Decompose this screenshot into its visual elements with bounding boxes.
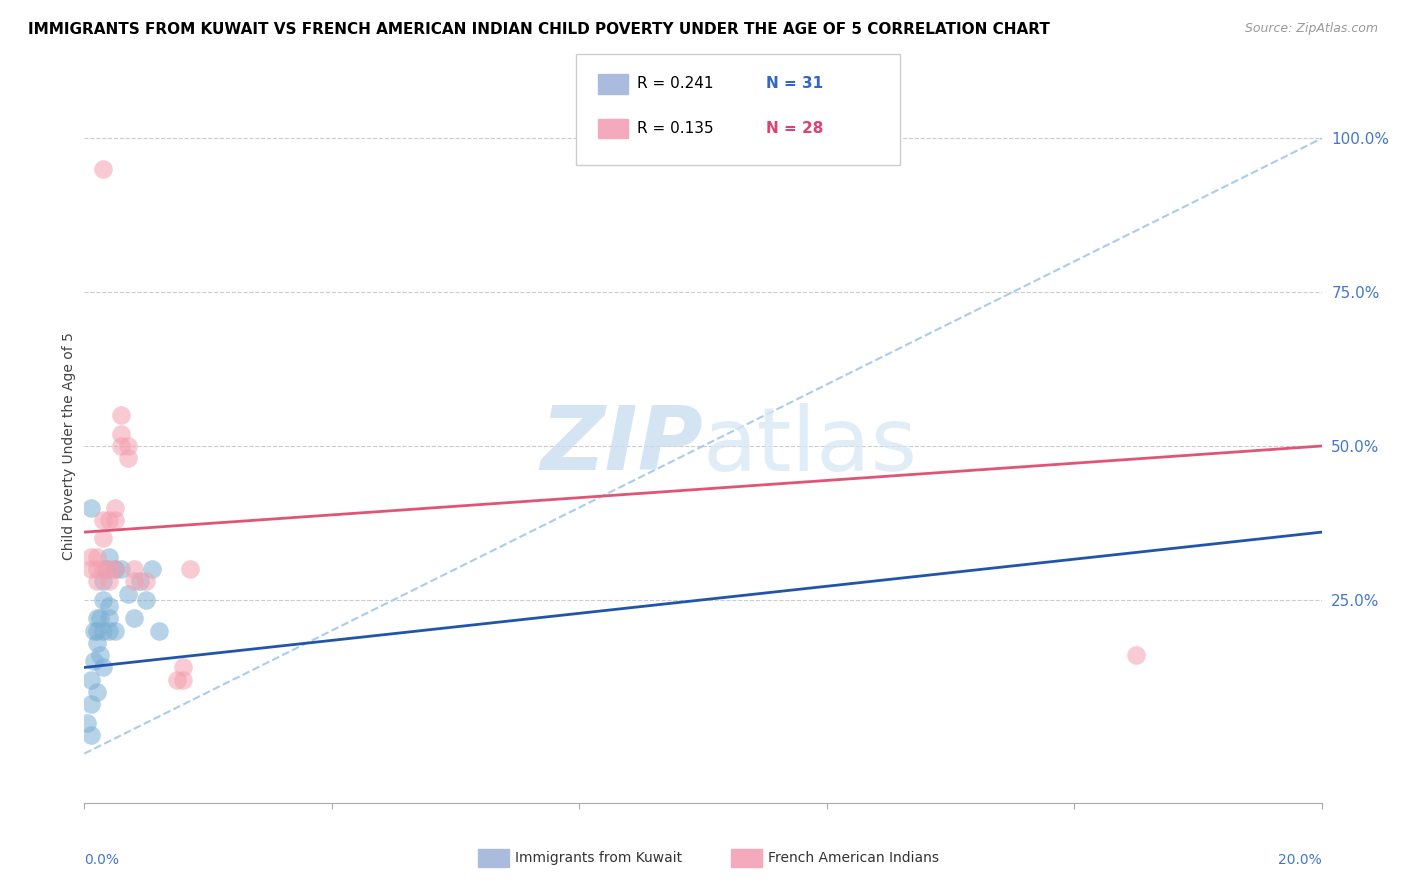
Point xyxy=(76,715,98,730)
Point xyxy=(104,500,127,515)
Point xyxy=(91,624,114,638)
Text: atlas: atlas xyxy=(703,402,918,490)
Text: R = 0.241: R = 0.241 xyxy=(637,77,713,91)
Point xyxy=(83,624,105,638)
Text: N = 31: N = 31 xyxy=(766,77,824,91)
Point xyxy=(89,611,111,625)
Point xyxy=(98,513,121,527)
Point xyxy=(110,409,132,423)
Point xyxy=(104,513,127,527)
Point xyxy=(89,648,111,662)
Point xyxy=(135,592,157,607)
Point xyxy=(98,611,121,625)
Point xyxy=(91,531,114,545)
Point xyxy=(166,673,188,687)
Point xyxy=(91,513,114,527)
Text: R = 0.135: R = 0.135 xyxy=(637,121,713,136)
Text: 20.0%: 20.0% xyxy=(1278,853,1322,867)
Point xyxy=(79,500,101,515)
Point xyxy=(86,636,108,650)
Point xyxy=(104,562,127,576)
Point xyxy=(122,574,145,589)
Point xyxy=(79,728,101,742)
Point xyxy=(172,673,194,687)
Point xyxy=(86,562,108,576)
Point xyxy=(98,624,121,638)
Point xyxy=(122,611,145,625)
Point xyxy=(117,587,139,601)
Y-axis label: Child Poverty Under the Age of 5: Child Poverty Under the Age of 5 xyxy=(62,332,76,560)
Text: 0.0%: 0.0% xyxy=(84,853,120,867)
Point xyxy=(91,574,114,589)
Point xyxy=(91,592,114,607)
Point xyxy=(86,574,108,589)
Point xyxy=(79,698,101,712)
Point xyxy=(91,162,114,177)
Point xyxy=(98,562,121,576)
Point xyxy=(83,654,105,668)
Text: N = 28: N = 28 xyxy=(766,121,824,136)
Point xyxy=(110,439,132,453)
Point xyxy=(86,611,108,625)
Point xyxy=(91,660,114,674)
Point xyxy=(179,562,201,576)
Point xyxy=(98,574,121,589)
Text: Source: ZipAtlas.com: Source: ZipAtlas.com xyxy=(1244,22,1378,36)
Point xyxy=(79,549,101,564)
Point xyxy=(79,673,101,687)
Point xyxy=(117,439,139,453)
Point xyxy=(129,574,152,589)
Text: IMMIGRANTS FROM KUWAIT VS FRENCH AMERICAN INDIAN CHILD POVERTY UNDER THE AGE OF : IMMIGRANTS FROM KUWAIT VS FRENCH AMERICA… xyxy=(28,22,1050,37)
Point xyxy=(110,426,132,441)
Point xyxy=(86,685,108,699)
Point xyxy=(141,562,163,576)
Point xyxy=(110,562,132,576)
Point xyxy=(135,574,157,589)
Point xyxy=(104,562,127,576)
Point xyxy=(98,599,121,613)
Point xyxy=(98,549,121,564)
Text: Immigrants from Kuwait: Immigrants from Kuwait xyxy=(515,851,682,865)
Text: French American Indians: French American Indians xyxy=(768,851,939,865)
Point xyxy=(122,562,145,576)
Point xyxy=(94,562,117,576)
Point xyxy=(117,451,139,466)
Point xyxy=(104,624,127,638)
Point xyxy=(172,660,194,674)
Point xyxy=(91,562,114,576)
Point xyxy=(86,624,108,638)
Point xyxy=(79,562,101,576)
Point xyxy=(1125,648,1147,662)
Text: ZIP: ZIP xyxy=(540,402,703,490)
Point xyxy=(148,624,170,638)
Point xyxy=(86,549,108,564)
